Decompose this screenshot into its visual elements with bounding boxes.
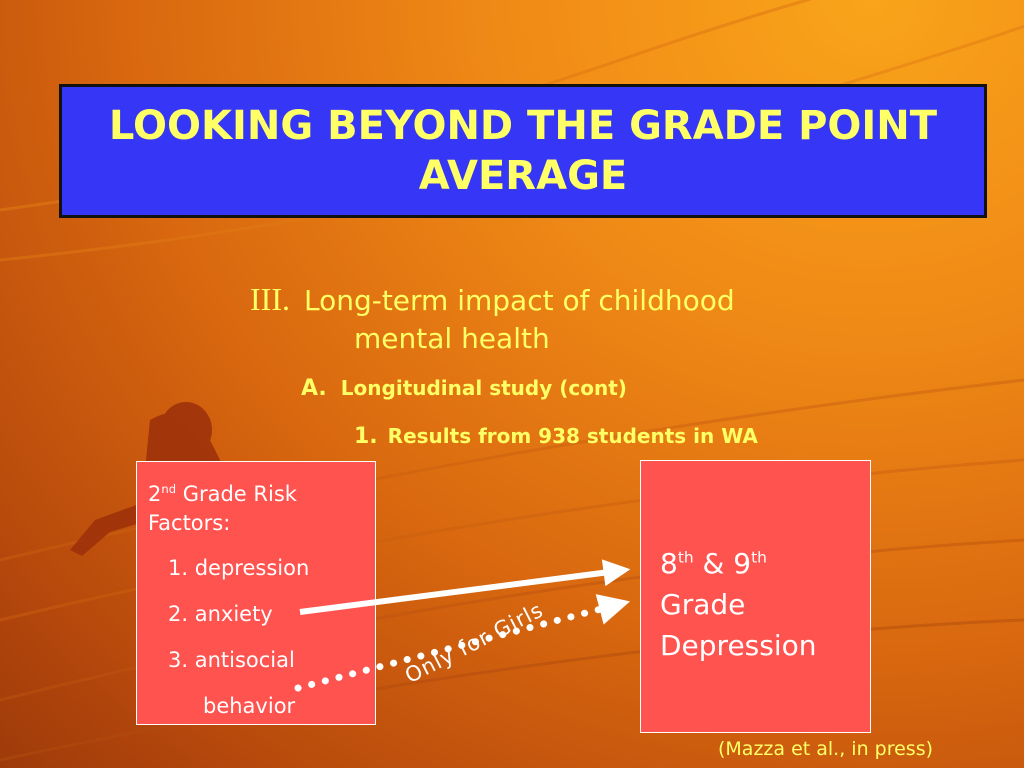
outline-text: Results from 938 students in WA [387, 424, 758, 448]
outline-text: Long-term impact of childhood [303, 284, 735, 317]
outline-number: 1. [354, 424, 378, 449]
outline-sub-item: 1. Results from 938 students in WA [354, 424, 758, 449]
heading-text: Grade Risk [176, 482, 297, 506]
title-box: LOOKING BEYOND THE GRADE POINT AVERAGE [59, 84, 987, 218]
outline-level-1: III. Long-term impact of childhood [250, 280, 735, 320]
outcome-line-2: Grade [660, 588, 746, 621]
outline-level-a: A. Longitudinal study (cont) [301, 376, 627, 401]
track-line [0, 618, 1024, 762]
risk-factor-item: 3. antisocial [168, 648, 295, 672]
outcome-line-3: Depression [660, 629, 817, 662]
grade-superscript: th [751, 548, 767, 567]
citation: (Mazza et al., in press) [718, 738, 934, 760]
risk-factor-item: 1. depression [168, 556, 310, 580]
heading-superscript: nd [161, 482, 177, 496]
outline-number: III. [250, 281, 290, 317]
risk-factor-item: 2. anxiety [168, 602, 273, 626]
outcome-grades: 8th & 9th [660, 547, 767, 580]
solid-arrow [299, 559, 631, 615]
outcome-box: 8th & 9th Grade Depression [640, 460, 871, 733]
grade-number: 8 [660, 547, 678, 580]
ampersand: & [693, 547, 734, 580]
outline-letter: A. [301, 376, 327, 401]
risk-factors-heading: 2nd Grade Risk [148, 482, 297, 506]
grade-superscript: th [677, 548, 694, 567]
slide-title: LOOKING BEYOND THE GRADE POINT AVERAGE [108, 103, 938, 199]
risk-factors-heading-line2: Factors: [148, 511, 231, 535]
risk-factor-item: behavior [203, 694, 296, 718]
risk-factors-box: 2nd Grade Risk Factors: 1. depression 2.… [136, 461, 376, 725]
outline-text: Longitudinal study (cont) [340, 376, 627, 400]
heading-number: 2 [148, 482, 162, 506]
dotted-arrow [294, 594, 631, 692]
outline-level-1-continued: mental health [354, 322, 550, 355]
grade-number: 9 [733, 547, 752, 580]
